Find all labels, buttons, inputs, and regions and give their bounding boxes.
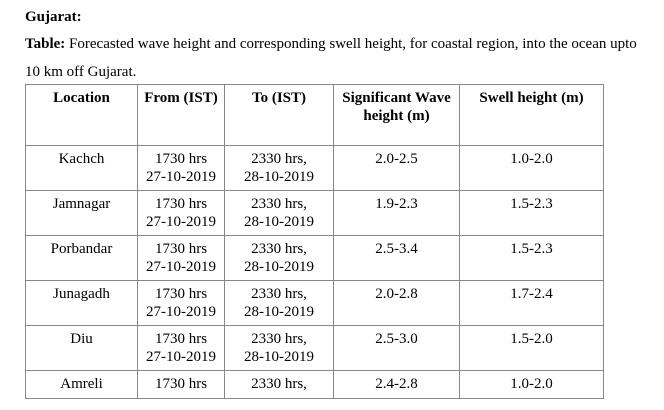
table-cell: 2.0-2.8 [333,280,460,326]
table-cell: 1.5-2.3 [459,190,604,236]
cell-line: 1730 hrs [154,286,208,302]
header-cell: Significant Wave height (m) [333,84,460,146]
table-row: Amreli 1730 hrs 2330 hrs, 2.4-2.8 1.0-2.0 [25,370,604,399]
table-cell: Junagadh [25,280,138,326]
cell-line: 28-10-2019 [244,214,314,230]
table-cell: 2330 hrs, 28-10-2019 [224,325,334,371]
table-cell: Diu [25,325,138,371]
cell-line: 28-10-2019 [244,259,314,275]
table-cell: 1.7-2.4 [459,280,604,326]
table-cell: 2330 hrs, 28-10-2019 [224,235,334,281]
cell-line: 28-10-2019 [244,304,314,320]
table-cell: 1.0-2.0 [459,145,604,191]
caption-label: Table: [25,36,66,52]
table-cell: 1730 hrs 27-10-2019 [137,280,225,326]
table-row: Junagadh 1730 hrs 27-10-2019 2330 hrs, 28-10… [25,280,604,326]
table-row: Jamnagar 1730 hrs 27-10-2019 2330 hrs, 28-10… [25,190,604,236]
cell-line: 2330 hrs, [251,196,307,212]
header-cell: Location [25,84,138,146]
table-cell: 1.0-2.0 [459,370,604,399]
table-cell: 2.0-2.5 [333,145,460,191]
cell-line: 2330 hrs, [251,151,307,167]
cell-line: 1730 hrs [154,241,208,257]
cell-line: 1730 hrs [154,196,208,212]
table-cell: Porbandar [25,235,138,281]
table-cell: 1.5-2.3 [459,235,604,281]
cell-line: 27-10-2019 [146,349,216,365]
cell-line: 2330 hrs, [251,286,307,302]
cell-line: 27-10-2019 [146,169,216,185]
header-cell: Swell height (m) [459,84,604,146]
cell-line: 27-10-2019 [146,304,216,320]
table-cell: 1730 hrs [137,370,225,399]
table-cell: Kachch [25,145,138,191]
cell-line: 1730 hrs [154,151,208,167]
table-cell: 2330 hrs, 28-10-2019 [224,145,334,191]
cell-line: 2330 hrs, [251,331,307,347]
cell-line: 2330 hrs, [251,376,307,392]
cell-line: 28-10-2019 [244,169,314,185]
header-cell: To (IST) [224,84,334,146]
header-cell: From (IST) [137,84,225,146]
table-row: Diu 1730 hrs 27-10-2019 2330 hrs, 28-10-2019… [25,325,604,371]
table-cell: 1730 hrs 27-10-2019 [137,235,225,281]
cell-line: 1730 hrs [154,376,208,392]
cell-line: 27-10-2019 [146,214,216,230]
table-cell: 1.5-2.0 [459,325,604,371]
table-row: Porbandar 1730 hrs 27-10-2019 2330 hrs, 28-1… [25,235,604,281]
cell-line: 1730 hrs [154,331,208,347]
table-cell: 1730 hrs 27-10-2019 [137,325,225,371]
table-row: Kachch 1730 hrs 27-10-2019 2330 hrs, 28-10-2… [25,145,604,191]
table-cell: 1730 hrs 27-10-2019 [137,145,225,191]
cell-line: 27-10-2019 [146,259,216,275]
table-cell: Amreli [25,370,138,399]
table-cell: 1730 hrs 27-10-2019 [137,190,225,236]
table-cell: 2.5-3.0 [333,325,460,371]
caption: Table: Forecasted wave height and corres… [25,30,655,86]
table-cell: Jamnagar [25,190,138,236]
heading: Gujarat: [25,9,82,25]
table-cell: 1.9-2.3 [333,190,460,236]
table-cell: 2330 hrs, 28-10-2019 [224,280,334,326]
table-cell: 2.5-3.4 [333,235,460,281]
header-row: Location From (IST) To (IST) Significant Wa… [25,84,604,146]
table-cell: 2.4-2.8 [333,370,460,399]
caption-text: Forecasted wave height and corresponding… [25,36,637,80]
table: Location From (IST) To (IST) Significant Wa… [25,84,604,399]
cell-line: 28-10-2019 [244,349,314,365]
table-cell: 2330 hrs, [224,370,334,399]
table-cell: 2330 hrs, 28-10-2019 [224,190,334,236]
cell-line: 2330 hrs, [251,241,307,257]
